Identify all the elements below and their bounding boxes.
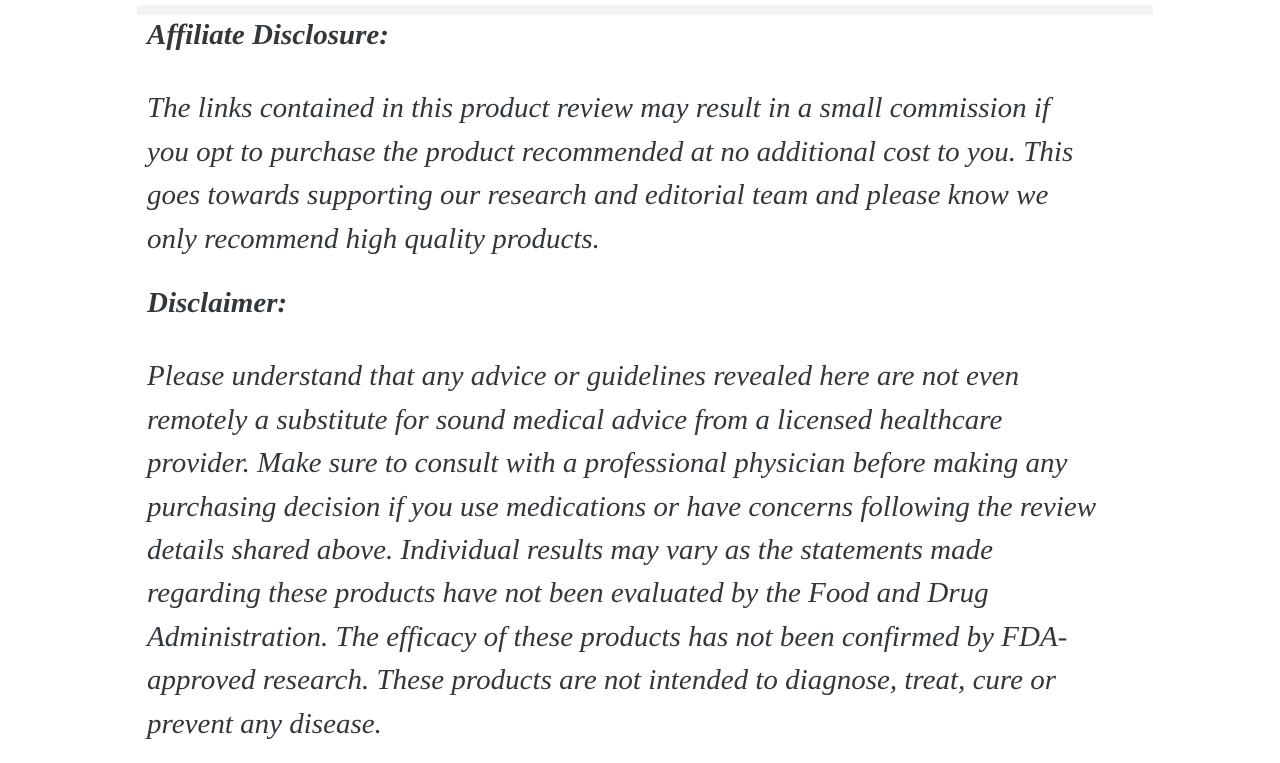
disclaimer-heading: Disclaimer: [147,287,288,320]
affiliate-disclosure-heading: Affiliate Disclosure: [147,19,389,51]
section-divider [137,5,1153,15]
affiliate-disclosure-text: The links contained in this product revi… [147,92,1074,255]
disclaimer-text: Please understand that any advice or gui… [147,360,1097,740]
disclosure-section: Affiliate Disclosure: The links containe… [147,14,1227,763]
